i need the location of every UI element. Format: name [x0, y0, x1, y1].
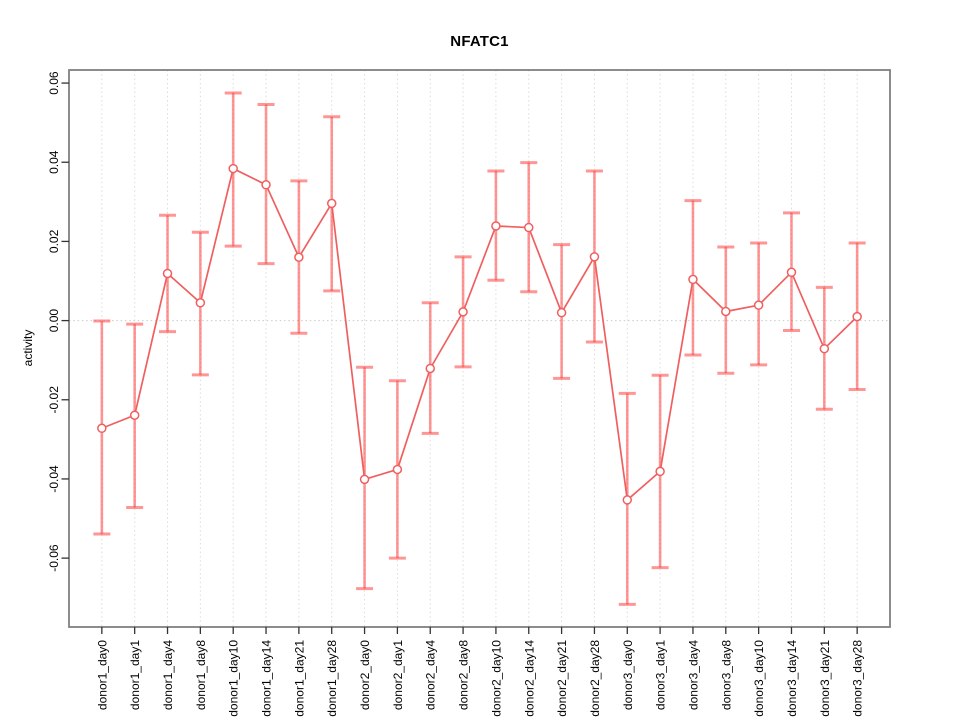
y-tick-label: 0.04 [47, 150, 61, 174]
data-point [359, 474, 370, 485]
y-tick-label: 0.00 [47, 309, 61, 333]
data-point [786, 267, 797, 278]
data-point [852, 311, 862, 322]
x-tick-label: donor2_day1 [391, 640, 405, 710]
data-point [326, 198, 337, 209]
data-point [819, 343, 830, 354]
data-point [556, 307, 567, 318]
x-tick-label: donor3_day1 [654, 640, 668, 710]
x-tick-label: donor3_day10 [752, 640, 766, 717]
y-tick-label: -0.04 [47, 465, 61, 493]
data-point [97, 423, 107, 434]
x-tick-label: donor1_day21 [292, 640, 306, 717]
x-tick-label: donor2_day21 [555, 640, 569, 717]
y-tick-label: 0.06 [47, 71, 61, 95]
data-point [491, 221, 501, 231]
x-tick-label: donor2_day4 [424, 640, 438, 710]
x-tick-label: donor3_day21 [818, 640, 832, 717]
x-tick-label: donor2_day10 [489, 640, 503, 717]
data-point [195, 298, 206, 308]
plot-box [68, 69, 891, 628]
data-point [294, 252, 304, 263]
x-tick-label: donor3_day8 [719, 640, 733, 710]
data-point [688, 274, 698, 285]
data-point [721, 306, 731, 317]
x-tick-label: donor3_day0 [621, 640, 635, 710]
x-tick-label: donor1_day8 [194, 640, 208, 710]
data-point [129, 410, 140, 420]
x-tick-label: donor1_day28 [325, 640, 339, 717]
data-point [589, 252, 600, 262]
x-tick-label: donor3_day4 [686, 640, 700, 710]
data-point [261, 180, 271, 190]
data-point [458, 307, 468, 317]
series-line [101, 167, 858, 501]
y-tick-label: -0.02 [47, 386, 61, 414]
x-tick-label: donor2_day0 [358, 640, 372, 710]
x-tick-label: donor1_day0 [95, 640, 109, 710]
data-point [655, 466, 665, 477]
x-tick-label: donor2_day14 [522, 640, 536, 717]
data-point [162, 268, 173, 279]
x-tick-label: donor3_day28 [851, 640, 865, 717]
x-tick-label: donor1_day4 [161, 640, 175, 710]
y-tick-label: -0.06 [47, 544, 61, 572]
x-tick-label: donor3_day14 [785, 640, 799, 717]
y-tick-label: 0.02 [47, 229, 61, 253]
data-point [753, 300, 764, 310]
x-tick-label: donor2_day8 [457, 640, 471, 710]
data-point [392, 464, 403, 475]
data-point [524, 222, 534, 233]
data-point [425, 363, 435, 374]
data-point [228, 163, 238, 174]
x-tick-label: donor1_day1 [128, 640, 142, 710]
data-point [622, 495, 633, 505]
x-tick-label: donor1_day14 [260, 640, 274, 717]
x-tick-label: donor1_day10 [227, 640, 241, 717]
x-tick-label: donor2_day28 [588, 640, 602, 717]
chart-title: NFATC1 [450, 33, 509, 50]
